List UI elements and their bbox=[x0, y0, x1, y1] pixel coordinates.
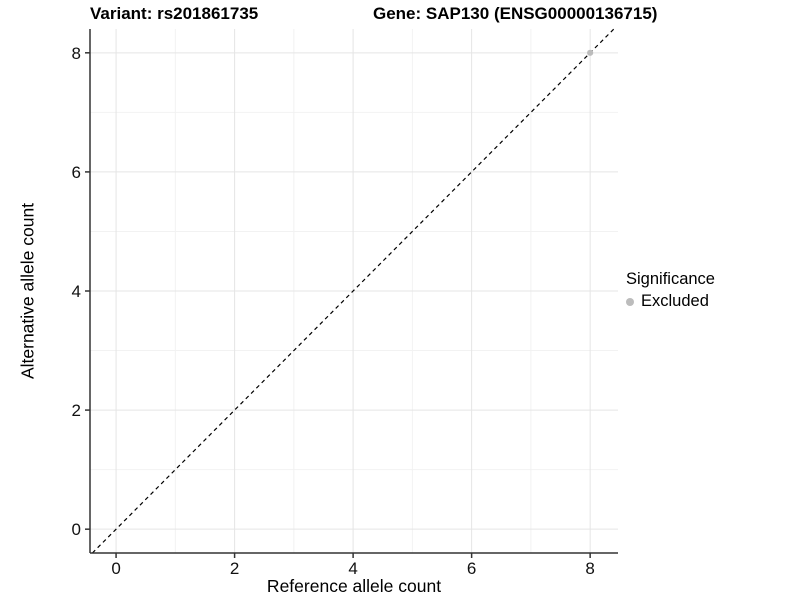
y-tick-label: 4 bbox=[72, 282, 81, 301]
y-tick-label: 0 bbox=[72, 520, 81, 539]
x-tick-label: 2 bbox=[230, 559, 239, 578]
legend: Significance Excluded bbox=[626, 270, 715, 311]
legend-title: Significance bbox=[626, 270, 715, 288]
legend-entries: Excluded bbox=[626, 292, 715, 311]
legend-entry: Excluded bbox=[626, 292, 715, 311]
legend-point-icon bbox=[626, 297, 634, 306]
legend-entry-label: Excluded bbox=[641, 292, 709, 310]
y-tick-label: 6 bbox=[72, 163, 81, 182]
y-tick-label: 2 bbox=[72, 401, 81, 420]
identity-dashed-line bbox=[91, 28, 615, 554]
variant-title: Variant: rs201861735 bbox=[90, 4, 259, 23]
gene-title: Gene: SAP130 (ENSG00000136715) bbox=[373, 4, 658, 23]
x-axis-title: Reference allele count bbox=[266, 576, 442, 596]
data-point bbox=[587, 49, 594, 56]
x-tick-label: 4 bbox=[348, 559, 357, 578]
x-tick-label: 6 bbox=[467, 559, 476, 578]
y-tick-label: 8 bbox=[72, 44, 81, 63]
x-tick-label: 0 bbox=[111, 559, 120, 578]
y-axis-title: Alternative allele count bbox=[17, 202, 38, 380]
x-tick-label: 8 bbox=[585, 559, 594, 578]
